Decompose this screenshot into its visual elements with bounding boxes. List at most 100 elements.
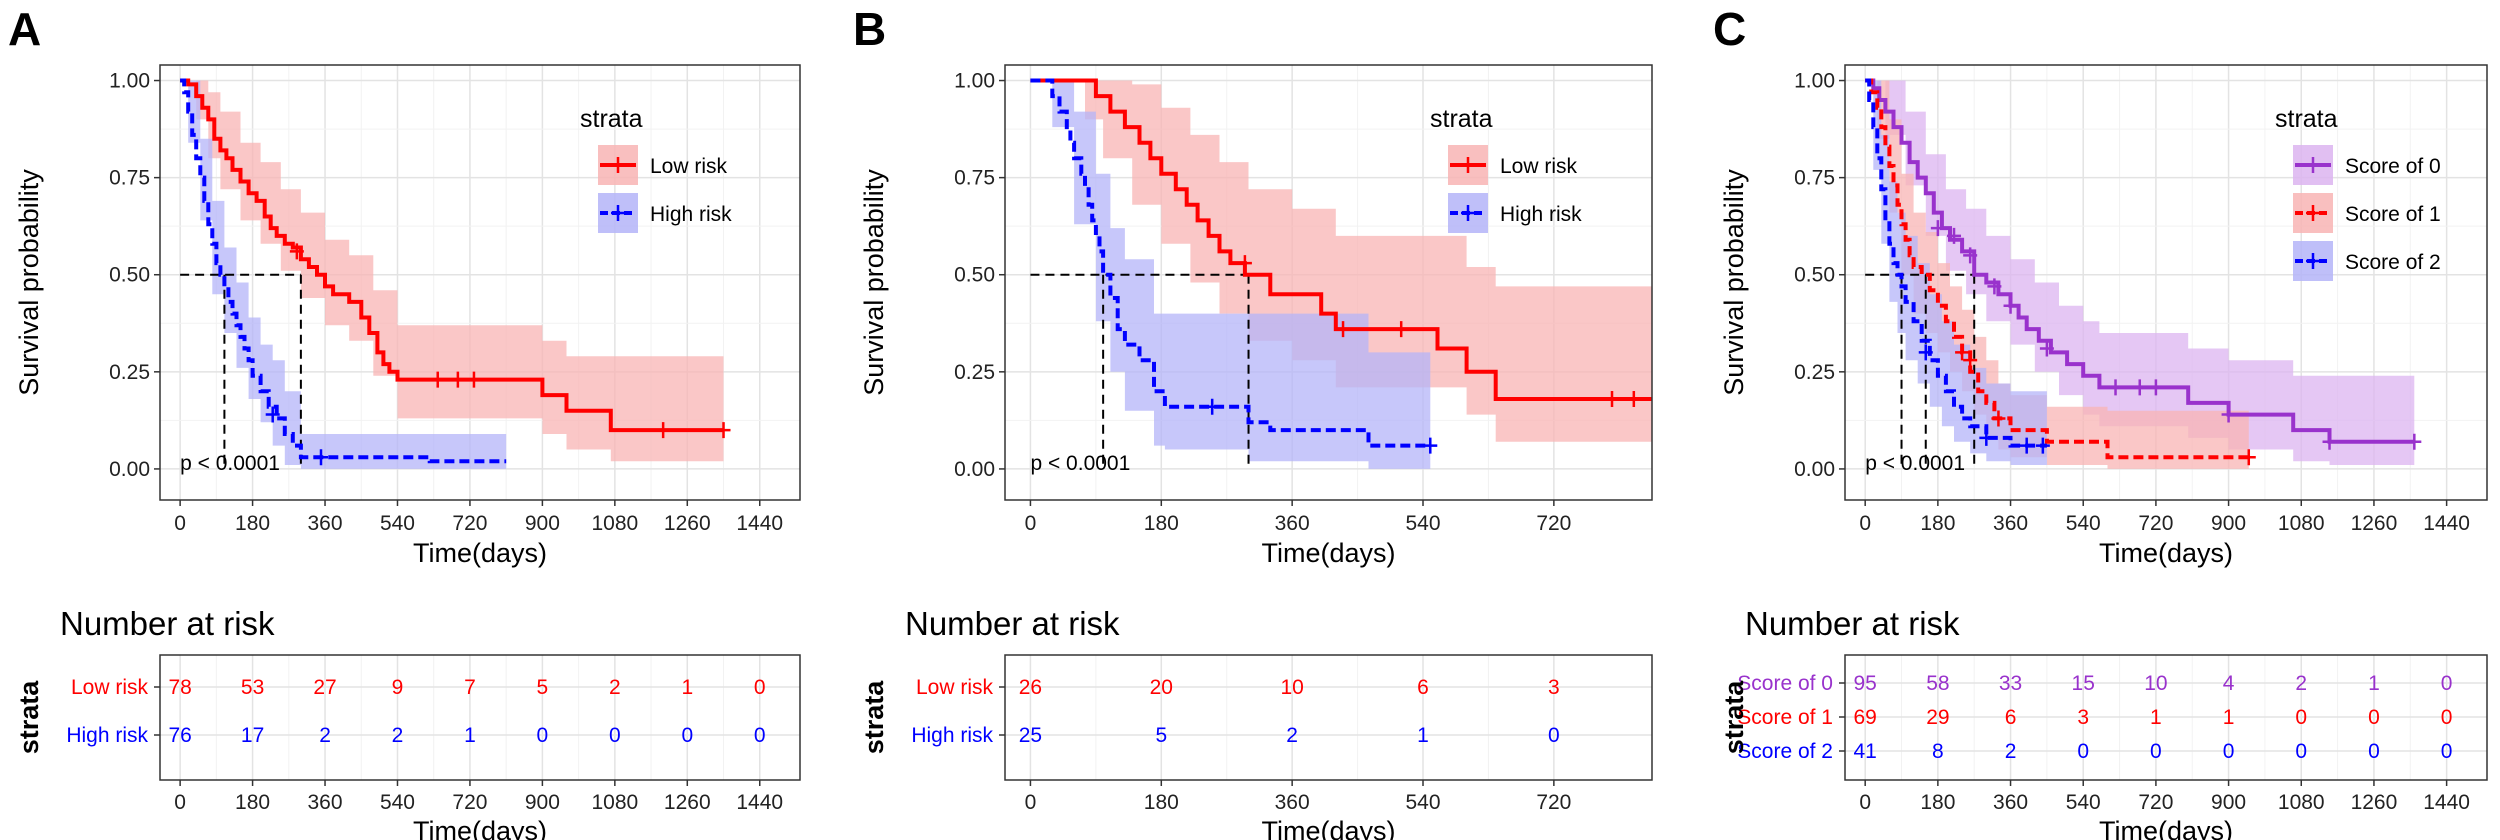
risk-y-axis-title: strata (859, 680, 889, 755)
y-tick-label: 0.50 (1794, 264, 1835, 287)
median-lines (1030, 273, 1250, 469)
x-tick-label: 540 (2066, 512, 2101, 535)
risk-cell: 20 (1150, 676, 1173, 699)
censor-mark (2407, 433, 2422, 450)
risk-x-tick-label: 720 (2138, 791, 2173, 814)
legend-censor-1 (1461, 205, 1475, 221)
risk-cell: 0 (2223, 740, 2235, 763)
censor-mark (2322, 433, 2337, 450)
risk-x-tick-label: 1080 (2278, 791, 2325, 814)
panel-label: A (8, 3, 41, 55)
risk-row-label: High risk (66, 724, 148, 747)
legend-label-0: Low risk (1500, 155, 1578, 178)
x-axis-title: Time(days) (1261, 538, 1395, 568)
legend-censor-1 (611, 205, 625, 221)
censor-mark (1237, 255, 1252, 272)
censor-mark (656, 422, 671, 439)
legend-censor-1 (2306, 205, 2320, 221)
legend-label-1: High risk (1500, 203, 1582, 226)
risk-cell: 6 (2005, 706, 2017, 729)
risk-row-label: High risk (911, 724, 993, 747)
censor-mark (2039, 340, 2054, 357)
censor-mark (1423, 437, 1438, 454)
risk-cell: 2 (2005, 740, 2017, 763)
x-tick-label: 180 (1920, 512, 1955, 535)
panel-c: C0 180 360 540 720 900 1080 1260 14400.000.250.5… (1713, 3, 2488, 840)
risk-cell: 0 (1548, 724, 1560, 747)
x-tick-label: 0 (1025, 512, 1037, 535)
risk-x-tick-label: 180 (235, 791, 270, 814)
y-tick-label: 1.00 (954, 70, 995, 93)
censor-mark (1394, 321, 1409, 338)
x-tick-label: 1440 (736, 512, 783, 535)
legend-title: strata (2275, 105, 2338, 133)
risk-table-frame (1004, 654, 1653, 781)
risk-row-label: Low risk (71, 676, 149, 699)
risk-x-tick-label: 1080 (591, 791, 638, 814)
risk-x-tick-label: 0 (174, 791, 186, 814)
legend-label-0: Low risk (650, 155, 728, 178)
x-tick-label: 180 (1144, 512, 1179, 535)
censor-mark (289, 243, 304, 260)
y-tick-label: 0.25 (109, 361, 150, 384)
risk-cell: 1 (2368, 672, 2380, 695)
risk-row-label: Score of 2 (1737, 740, 1833, 763)
risk-cell: 9 (392, 676, 404, 699)
risk-cell: 6 (1417, 676, 1429, 699)
censor-mark (1991, 410, 2006, 427)
risk-x-axis-title: Time(days) (1261, 816, 1395, 840)
p-value-label: p < 0.0001 (1030, 452, 1130, 475)
panel-a: A0 180 360 540 720 900 1080 1260 14400.000.250.5… (8, 3, 801, 840)
risk-table-title: Number at risk (60, 605, 275, 642)
risk-cell: 0 (2077, 740, 2089, 763)
risk-cell: 4 (2223, 672, 2235, 695)
x-tick-label: 1080 (591, 512, 638, 535)
risk-cell: 76 (168, 724, 191, 747)
risk-x-tick-label: 360 (308, 791, 343, 814)
x-tick-label: 900 (525, 512, 560, 535)
legend-label-1: Score of 1 (2345, 203, 2441, 226)
censor-mark (1626, 391, 1641, 408)
risk-cell: 0 (754, 724, 766, 747)
censor-mark (2148, 379, 2163, 396)
plot-frame (1004, 64, 1653, 501)
risk-table-frame (159, 654, 801, 781)
risk-row-label: Score of 0 (1737, 672, 1833, 695)
x-tick-label: 720 (452, 512, 487, 535)
x-tick-label: 360 (1993, 512, 2028, 535)
y-axis-title: Survival probability (1719, 169, 1749, 396)
risk-y-axis-title: strata (14, 680, 44, 755)
censor-mark (1979, 429, 1994, 446)
risk-cell: 0 (2441, 706, 2453, 729)
risk-cell: 2 (392, 724, 404, 747)
censor-mark (314, 449, 329, 466)
ci-band-0 (1030, 80, 1652, 442)
risk-cell: 8 (1932, 740, 1944, 763)
censor-mark (1205, 398, 1220, 415)
risk-x-tick-label: 540 (2066, 791, 2101, 814)
risk-cell: 0 (2295, 740, 2307, 763)
risk-x-tick-label: 540 (380, 791, 415, 814)
censor-mark (2035, 437, 2050, 454)
y-tick-label: 0.00 (109, 458, 150, 481)
risk-cell: 0 (537, 724, 549, 747)
x-tick-label: 0 (1859, 512, 1871, 535)
risk-cell: 0 (2295, 706, 2307, 729)
risk-x-tick-label: 720 (452, 791, 487, 814)
x-tick-label: 1080 (2278, 512, 2325, 535)
risk-cell: 0 (681, 724, 693, 747)
x-tick-label: 180 (235, 512, 270, 535)
risk-row-label: Low risk (916, 676, 994, 699)
censor-mark (1963, 247, 1978, 264)
panel-b: B0 180 360 540 7200.000.250.500.751.00Time(d… (853, 3, 1653, 840)
x-tick-label: 720 (2138, 512, 2173, 535)
censor-mark (450, 371, 465, 388)
risk-cell: 2 (319, 724, 331, 747)
risk-table-title: Number at risk (1745, 605, 1960, 642)
survival-curve-0 (180, 78, 724, 433)
panel-label: C (1713, 3, 1746, 55)
ci-band-0 (180, 80, 724, 462)
risk-cell: 5 (537, 676, 549, 699)
censor-mark (466, 371, 481, 388)
